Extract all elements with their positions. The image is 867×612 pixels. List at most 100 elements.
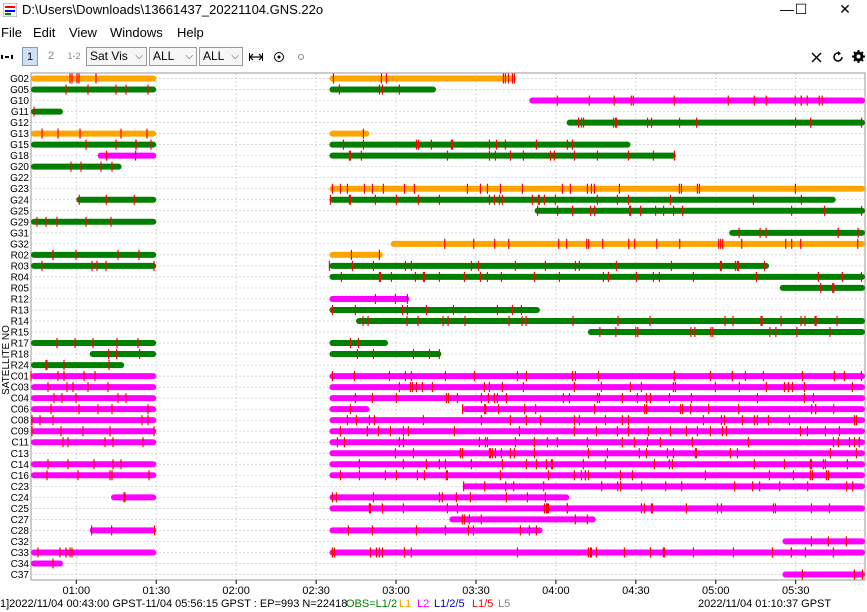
- satellite-label: C03: [11, 383, 30, 394]
- visibility-arc-G18: [329, 152, 676, 159]
- visibility-arc-R14: [356, 317, 865, 324]
- satellite-label: G12: [10, 118, 29, 129]
- x-tick-label: 04:30: [622, 585, 650, 597]
- visibility-arc-C25: [329, 505, 865, 512]
- satellite-label: C13: [11, 449, 30, 460]
- x-tick-label: 05:30: [782, 585, 810, 597]
- satellite-label: G23: [10, 184, 29, 195]
- minimize-button[interactable]: —: [780, 1, 794, 17]
- legend-l2: L2: [417, 598, 430, 610]
- chevron-down-icon: ⌵: [231, 51, 239, 62]
- close-window-button[interactable]: ✕: [839, 1, 851, 17]
- visibility-arc-R04: [329, 273, 865, 280]
- status-cursor-time: 2022/11/04 01:10:37 GPST: [698, 598, 832, 610]
- menu-edit[interactable]: Edit: [33, 25, 56, 40]
- maximize-button[interactable]: ☐: [794, 1, 808, 17]
- satellite-label: G15: [10, 140, 29, 151]
- point-icon[interactable]: [297, 53, 305, 61]
- visibility-arc-C28: [329, 527, 543, 534]
- visibility-arc-R24: [31, 362, 125, 369]
- x-tick-label: 04:00: [542, 585, 570, 597]
- visibility-arc-G10: [529, 97, 865, 104]
- plot-frame: [30, 72, 866, 581]
- satellite-label: C37: [11, 570, 30, 581]
- visibility-arc-C01: [31, 373, 157, 380]
- obs-2-button[interactable]: 2: [47, 50, 55, 62]
- visibility-arc-G31: [729, 229, 865, 236]
- app-icon: [3, 3, 17, 17]
- signal-filter-select[interactable]: ALL ⌵: [199, 47, 243, 66]
- visibility-arc-R15: [587, 329, 865, 336]
- visibility-arc-C06: [462, 406, 865, 413]
- system-filter-select[interactable]: ALL ⌵: [149, 47, 197, 66]
- satellite-label: C34: [11, 559, 30, 570]
- satellite-label: G32: [10, 239, 29, 250]
- status-bar: 1]2022/11/04 00:43:00 GPST-11/04 05:56:1…: [0, 597, 867, 612]
- satellite-label: G05: [10, 85, 29, 96]
- obs-12-button[interactable]: 1-2: [67, 51, 81, 61]
- visibility-arc-R18: [89, 351, 157, 358]
- satellite-label: G10: [10, 96, 29, 107]
- menu-help[interactable]: Help: [177, 25, 204, 40]
- visibility-arc-G13: [329, 130, 370, 137]
- gear-icon[interactable]: [852, 50, 865, 63]
- visibility-arc-G13: [31, 130, 157, 137]
- legend-obs: OBS=L1/2: [346, 598, 398, 610]
- plot-type-select[interactable]: Sat Vis ⌵: [86, 47, 147, 66]
- visibility-arc-C23: [462, 483, 865, 490]
- satellite-label: C11: [11, 438, 29, 449]
- satellite-label: C06: [11, 405, 30, 416]
- satellite-label: G25: [10, 206, 29, 217]
- y-axis-label: SATELLITE NO: [1, 325, 12, 395]
- satellite-visibility-plot[interactable]: G02G05G10G11G12G13G15G18G20G22G23G24G25G…: [0, 70, 867, 597]
- satellite-label: R02: [11, 250, 30, 261]
- satellite-label: R04: [11, 272, 30, 283]
- pan-icon[interactable]: [1, 51, 13, 63]
- satellite-label: C16: [11, 471, 30, 482]
- satellite-label: G18: [10, 151, 29, 162]
- visibility-arc-G25: [534, 207, 865, 214]
- satellite-label: R18: [11, 350, 30, 361]
- signal-filter-value: ALL: [203, 49, 225, 63]
- visibility-arc-C08: [31, 417, 157, 424]
- legend-l5: L5: [498, 598, 511, 610]
- satellite-label: R17: [11, 339, 30, 350]
- x-tick-label: 02:00: [222, 585, 250, 597]
- visibility-arc-C33: [329, 549, 865, 556]
- visibility-arc-C06: [329, 406, 370, 413]
- visibility-arc-G11: [31, 108, 63, 115]
- menu-windows[interactable]: Windows: [110, 25, 163, 40]
- visibility-arc-G15: [31, 141, 157, 148]
- visibility-arc-C06: [31, 406, 157, 413]
- visibility-arc-C34: [31, 560, 63, 567]
- satellite-label: G24: [10, 195, 29, 206]
- obs-1-button[interactable]: 1: [22, 47, 38, 66]
- visibility-arc-R03: [329, 262, 770, 269]
- x-tick-label: 01:00: [63, 585, 91, 597]
- expand-icon[interactable]: [249, 51, 263, 63]
- satellite-label: C27: [11, 515, 30, 526]
- visibility-arc-R05: [779, 284, 865, 291]
- title-bar: D:\Users\Downloads\13661437_20221104.GNS…: [0, 0, 867, 20]
- satellite-label: C01: [11, 372, 30, 383]
- visibility-arc-C03: [329, 384, 865, 391]
- satellite-label: C25: [11, 504, 30, 515]
- center-icon[interactable]: [273, 51, 285, 63]
- close-icon[interactable]: [811, 52, 822, 63]
- visibility-arc-G20: [31, 163, 122, 170]
- satellite-label: C08: [11, 416, 30, 427]
- system-filter-value: ALL: [153, 49, 175, 63]
- visibility-arc-G24: [329, 196, 836, 203]
- visibility-arc-C11: [329, 439, 865, 446]
- menu-view[interactable]: View: [69, 25, 97, 40]
- menu-file[interactable]: File: [1, 25, 22, 40]
- visibility-arc-G32: [390, 240, 865, 247]
- visibility-arc-C04: [31, 395, 157, 402]
- visibility-arc-G29: [31, 218, 157, 225]
- visibility-arc-C24: [110, 494, 157, 501]
- visibility-arc-G23: [329, 185, 865, 192]
- visibility-arc-C16: [329, 472, 865, 479]
- visibility-arc-C32: [782, 538, 865, 545]
- chevron-down-icon: ⌵: [185, 51, 193, 62]
- refresh-icon[interactable]: [832, 51, 844, 63]
